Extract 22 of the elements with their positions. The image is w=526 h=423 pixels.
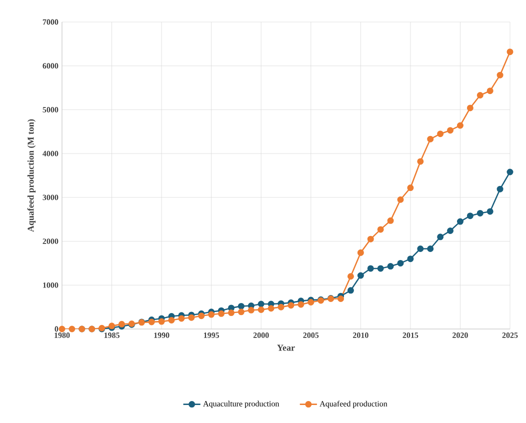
y-tick-label: 1000 — [43, 282, 58, 288]
x-tick-label: 1995 — [204, 332, 220, 338]
x-tick-label: 2000 — [253, 332, 269, 338]
y-tick-label: 4000 — [42, 150, 58, 156]
legend-label: Aquafeed production — [320, 400, 388, 408]
y-axis-title: Aquafeed production (M ton) — [27, 119, 36, 232]
legend-label: Aquaculture production — [203, 400, 280, 408]
x-axis-title: Year — [277, 344, 295, 351]
x-tick-label: 1985 — [104, 332, 120, 338]
y-tick-label: 2000 — [42, 238, 58, 244]
x-tick-label: 1980 — [54, 332, 70, 338]
x-tick-label: 2010 — [353, 332, 368, 338]
x-tick-label: 2020 — [452, 332, 468, 338]
y-tick-label: 6000 — [42, 63, 58, 69]
x-tick-label: 2025 — [502, 332, 518, 338]
y-tick-label: 7000 — [42, 19, 58, 25]
x-tick-label: 2015 — [402, 332, 418, 338]
x-tick-label: 2005 — [303, 332, 319, 338]
y-tick-label: 5000 — [42, 107, 58, 112]
y-tick-label: 3000 — [42, 194, 58, 200]
y-tick-label: 0 — [54, 326, 58, 332]
x-tick-label: 1990 — [154, 332, 170, 338]
